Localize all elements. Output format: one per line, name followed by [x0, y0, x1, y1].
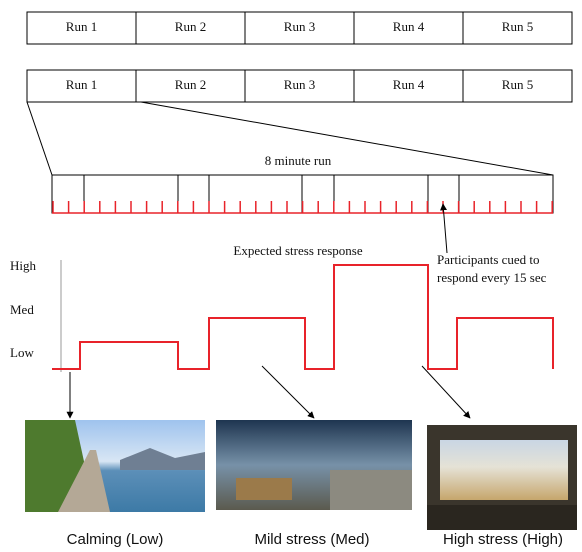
run-label: Run 5: [502, 77, 533, 92]
run-label: Run 2: [175, 19, 206, 34]
timeline: [52, 175, 553, 213]
run-label: Run 3: [284, 77, 315, 92]
image-high: [427, 425, 577, 530]
caption: Calming (Low): [67, 531, 164, 548]
run-label: Run 1: [66, 77, 97, 92]
run-label: Run 5: [502, 19, 533, 34]
run-label: Run 4: [393, 77, 425, 92]
annotation: Participants cued to: [437, 252, 540, 267]
level-label: Low: [10, 345, 34, 360]
zoom-line: [27, 102, 52, 175]
arrow: [262, 366, 314, 418]
run-label: Run 3: [284, 19, 315, 34]
plot-title: Expected stress response: [233, 243, 362, 258]
zoom-line: [141, 102, 553, 175]
timeline-title: 8 minute run: [265, 153, 332, 168]
runs-top: Run 1 Run 2 Run 3 Run 4 Run 5: [27, 12, 572, 44]
run-label: Run 4: [393, 19, 425, 34]
caption: High stress (High): [443, 531, 563, 548]
arrow: [422, 366, 470, 418]
run-label: Run 2: [175, 77, 206, 92]
run-label: Run 1: [66, 19, 97, 34]
level-label: High: [10, 258, 37, 273]
runs-bottom: Run 1 Run 2 Run 3 Run 4 Run 5: [27, 70, 572, 102]
image-mild: [216, 420, 412, 510]
annotation: respond every 15 sec: [437, 270, 547, 285]
caption: Mild stress (Med): [254, 531, 369, 548]
image-calm: [25, 420, 205, 512]
level-label: Med: [10, 302, 34, 317]
diagram: Run 1Run 2Run 3Run 4Run 5 Run 1Run 2Run …: [0, 0, 582, 552]
